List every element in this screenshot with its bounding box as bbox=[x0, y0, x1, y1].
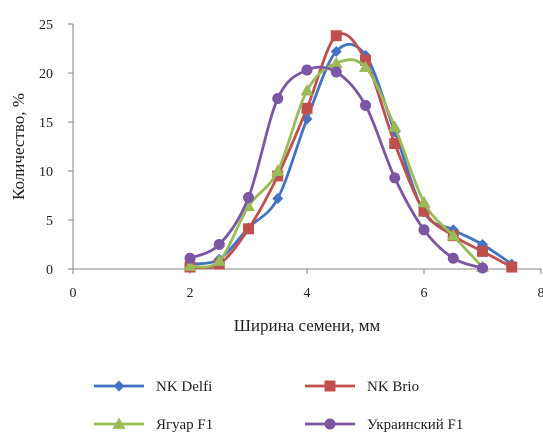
x-tick-label: 2 bbox=[187, 286, 194, 301]
data-point bbox=[184, 252, 196, 264]
data-point bbox=[359, 60, 372, 72]
y-axis-title: Количество, % bbox=[9, 93, 28, 200]
legend-swatch-marker bbox=[324, 418, 336, 430]
data-point bbox=[477, 262, 488, 274]
y-tick-label: 25 bbox=[39, 18, 53, 33]
series-layer bbox=[183, 30, 518, 274]
data-point bbox=[388, 120, 402, 132]
series-line bbox=[189, 58, 484, 269]
legend-swatch-marker bbox=[112, 417, 126, 429]
series-line bbox=[189, 42, 513, 266]
legend-swatch-marker bbox=[324, 380, 336, 392]
data-point bbox=[272, 92, 284, 104]
legend-item: NK Delfi bbox=[94, 379, 212, 395]
series-line bbox=[189, 32, 513, 270]
data-point bbox=[330, 30, 342, 42]
data-point bbox=[301, 64, 313, 76]
data-point bbox=[272, 192, 284, 204]
series-3 bbox=[183, 56, 489, 272]
legend-label: Украинский F1 bbox=[367, 417, 463, 432]
legend: NK Delfi NK Brio Ягуар F1 Украинский F1 bbox=[94, 379, 463, 432]
y-tick-label: 5 bbox=[46, 214, 53, 229]
y-tick-label: 15 bbox=[39, 116, 53, 131]
data-point bbox=[301, 102, 313, 114]
data-point bbox=[506, 261, 518, 273]
data-point bbox=[330, 66, 342, 78]
legend-label: Ягуар F1 bbox=[156, 417, 213, 432]
data-point bbox=[183, 259, 197, 271]
data-point bbox=[446, 229, 460, 241]
x-tick-label: 8 bbox=[538, 286, 543, 301]
series-4 bbox=[184, 64, 488, 274]
x-tick-label: 4 bbox=[304, 286, 311, 301]
data-point bbox=[477, 245, 488, 257]
y-tick-label: 10 bbox=[39, 165, 53, 180]
legend-label: NK Delfi bbox=[156, 379, 212, 395]
data-point bbox=[418, 224, 430, 236]
y-tick-label: 0 bbox=[46, 263, 53, 278]
data-point bbox=[389, 172, 401, 184]
legend-item: Украинский F1 bbox=[305, 417, 463, 432]
data-point bbox=[300, 84, 314, 96]
legend-item: NK Brio bbox=[305, 379, 419, 395]
data-point bbox=[360, 99, 371, 111]
data-point bbox=[271, 164, 285, 176]
x-axis-title: Ширина семени, мм bbox=[234, 316, 381, 335]
data-point bbox=[272, 170, 284, 182]
data-point bbox=[417, 195, 431, 208]
data-point bbox=[447, 252, 459, 264]
data-point bbox=[418, 205, 430, 217]
x-tick-label: 6 bbox=[421, 286, 428, 301]
legend-item: Ягуар F1 bbox=[94, 417, 213, 432]
data-point bbox=[213, 239, 225, 250]
legend-label: NK Brio bbox=[367, 379, 419, 395]
data-point bbox=[360, 54, 371, 66]
data-point bbox=[330, 45, 342, 57]
data-point bbox=[212, 254, 226, 267]
data-point bbox=[329, 56, 343, 69]
y-tick-label: 20 bbox=[39, 67, 53, 82]
legend-swatch-marker bbox=[113, 380, 125, 392]
data-point bbox=[389, 138, 401, 150]
data-point bbox=[243, 223, 254, 235]
axes: 0 5 10 15 20 25 0 2 4 6 8 bbox=[39, 18, 543, 301]
data-point bbox=[243, 191, 254, 203]
x-tick-label: 0 bbox=[70, 286, 77, 301]
